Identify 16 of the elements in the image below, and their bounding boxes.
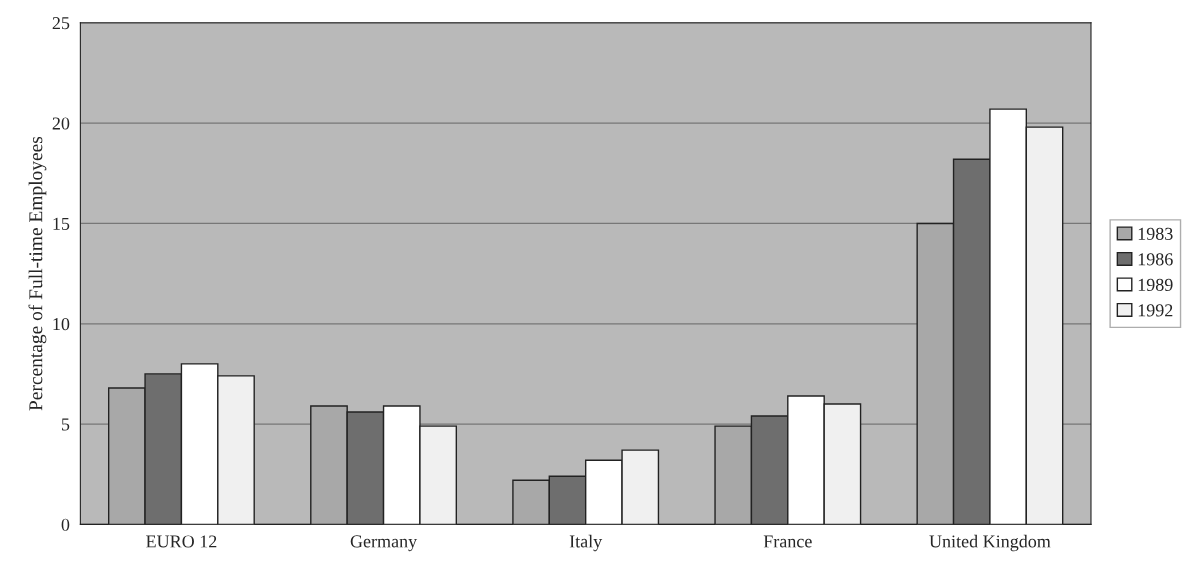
x-tick-label: EURO 12	[146, 535, 217, 548]
y-tick-label: 5	[61, 418, 70, 431]
y-tick-label: 15	[53, 217, 70, 230]
legend-label: 1989	[1138, 278, 1173, 291]
x-tick-label: France	[763, 535, 812, 548]
legend-label: 1983	[1138, 227, 1173, 240]
legend-label: 1986	[1138, 253, 1173, 266]
x-tick-label: United Kingdom	[929, 534, 1051, 552]
y-tick-label: 10	[53, 318, 70, 331]
x-tick-label: Germany	[350, 535, 418, 552]
legend-label: 1992	[1138, 304, 1173, 317]
y-axis-title: Percentage of Full-time Employees	[28, 136, 47, 411]
x-tick-label: Italy	[569, 534, 603, 552]
y-tick-label: 25	[52, 17, 70, 30]
y-tick-label: 0	[61, 518, 70, 531]
y-tick-label: 20	[52, 117, 70, 130]
